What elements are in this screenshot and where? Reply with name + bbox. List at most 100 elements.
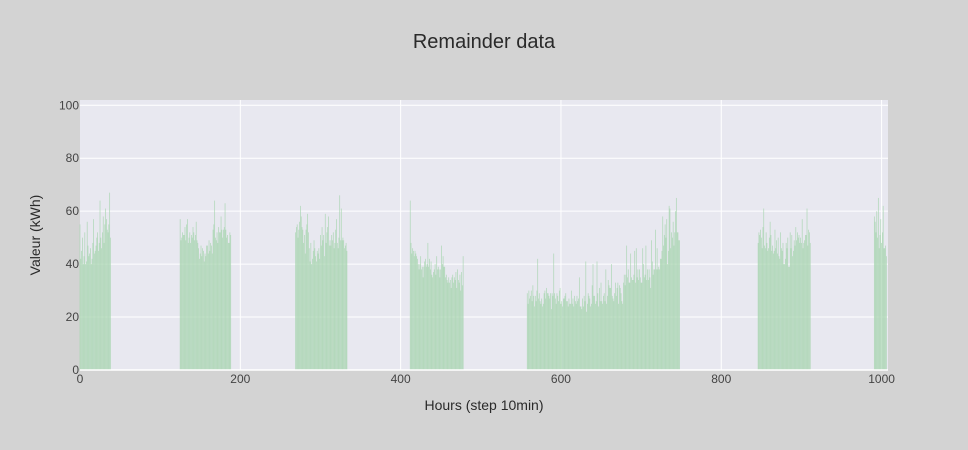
- bar: [618, 303, 620, 370]
- bar: [221, 229, 223, 370]
- bar: [191, 237, 193, 370]
- bar: [873, 216, 875, 370]
- bar: [454, 280, 456, 370]
- bar: [96, 237, 98, 370]
- bar: [325, 242, 327, 370]
- bar: [215, 237, 216, 370]
- bar: [626, 245, 628, 370]
- bar: [216, 232, 218, 370]
- bar: [584, 301, 586, 370]
- bar: [219, 232, 221, 370]
- bar: [416, 256, 418, 370]
- bar: [874, 221, 876, 370]
- bar: [318, 248, 320, 370]
- bar: [306, 224, 308, 370]
- bar: [344, 245, 346, 370]
- bar: [570, 290, 572, 370]
- bar: [413, 256, 415, 370]
- bar: [554, 293, 555, 370]
- bar: [677, 232, 679, 370]
- bar: [187, 219, 188, 370]
- bar: [462, 256, 464, 370]
- bar: [784, 258, 786, 370]
- bar: [435, 274, 437, 370]
- bar: [211, 245, 212, 370]
- bar: [206, 245, 208, 370]
- bar: [801, 242, 802, 370]
- bar: [877, 197, 879, 370]
- bar: [616, 287, 618, 370]
- bar: [227, 242, 229, 370]
- bar: [445, 277, 446, 370]
- bar: [769, 221, 771, 370]
- bar: [433, 272, 434, 370]
- bar: [79, 224, 81, 370]
- bar: [321, 227, 323, 370]
- bar: [647, 269, 648, 370]
- bar: [336, 242, 338, 370]
- bar: [543, 293, 545, 370]
- bar: [676, 232, 678, 370]
- bar: [342, 237, 344, 370]
- bar: [775, 248, 777, 370]
- bar: [311, 264, 313, 370]
- bar: [315, 256, 317, 370]
- bar: [875, 232, 877, 370]
- bar: [639, 277, 641, 370]
- bar: [210, 242, 212, 370]
- bar: [659, 258, 661, 370]
- bar: [442, 256, 444, 370]
- bar: [562, 298, 564, 370]
- x-tick-label: 600: [551, 372, 571, 386]
- bar: [582, 306, 584, 370]
- bar: [592, 264, 594, 370]
- bar: [772, 245, 773, 370]
- bar: [532, 285, 534, 370]
- bar: [410, 242, 412, 370]
- bar: [304, 253, 306, 370]
- bar: [613, 301, 615, 370]
- bar: [433, 269, 435, 370]
- bar: [535, 301, 537, 370]
- bar: [877, 237, 878, 370]
- bar: [630, 253, 632, 370]
- bar: [336, 219, 337, 370]
- bar: [666, 219, 668, 370]
- bar: [645, 245, 647, 370]
- bar: [606, 303, 608, 370]
- bar: [776, 253, 778, 370]
- bar: [807, 245, 809, 370]
- y-tick-label: 60: [66, 204, 80, 218]
- bar: [798, 235, 800, 370]
- bar: [429, 258, 430, 370]
- bar: [884, 248, 886, 370]
- bar: [781, 250, 783, 370]
- bar: [86, 221, 88, 370]
- bar: [343, 240, 345, 370]
- bar: [185, 240, 187, 370]
- bar: [655, 269, 657, 370]
- bar: [657, 269, 659, 370]
- bar: [540, 303, 542, 370]
- bar: [531, 301, 533, 370]
- bar: [809, 232, 810, 370]
- bar: [635, 248, 637, 370]
- x-tick-label: 200: [230, 372, 250, 386]
- bar: [319, 258, 321, 370]
- bar: [583, 295, 585, 370]
- bar: [615, 295, 617, 370]
- bar: [207, 245, 208, 370]
- bar: [622, 303, 624, 370]
- bar: [582, 298, 583, 370]
- bar: [322, 240, 324, 370]
- bar: [617, 282, 619, 370]
- bar: [671, 237, 673, 370]
- bar: [341, 240, 343, 370]
- bar: [643, 264, 644, 370]
- bar: [226, 237, 228, 370]
- y-tick-label: 100: [59, 98, 79, 112]
- bar: [651, 240, 652, 370]
- bar: [335, 229, 337, 370]
- bar: [448, 277, 450, 370]
- bar: [646, 280, 648, 370]
